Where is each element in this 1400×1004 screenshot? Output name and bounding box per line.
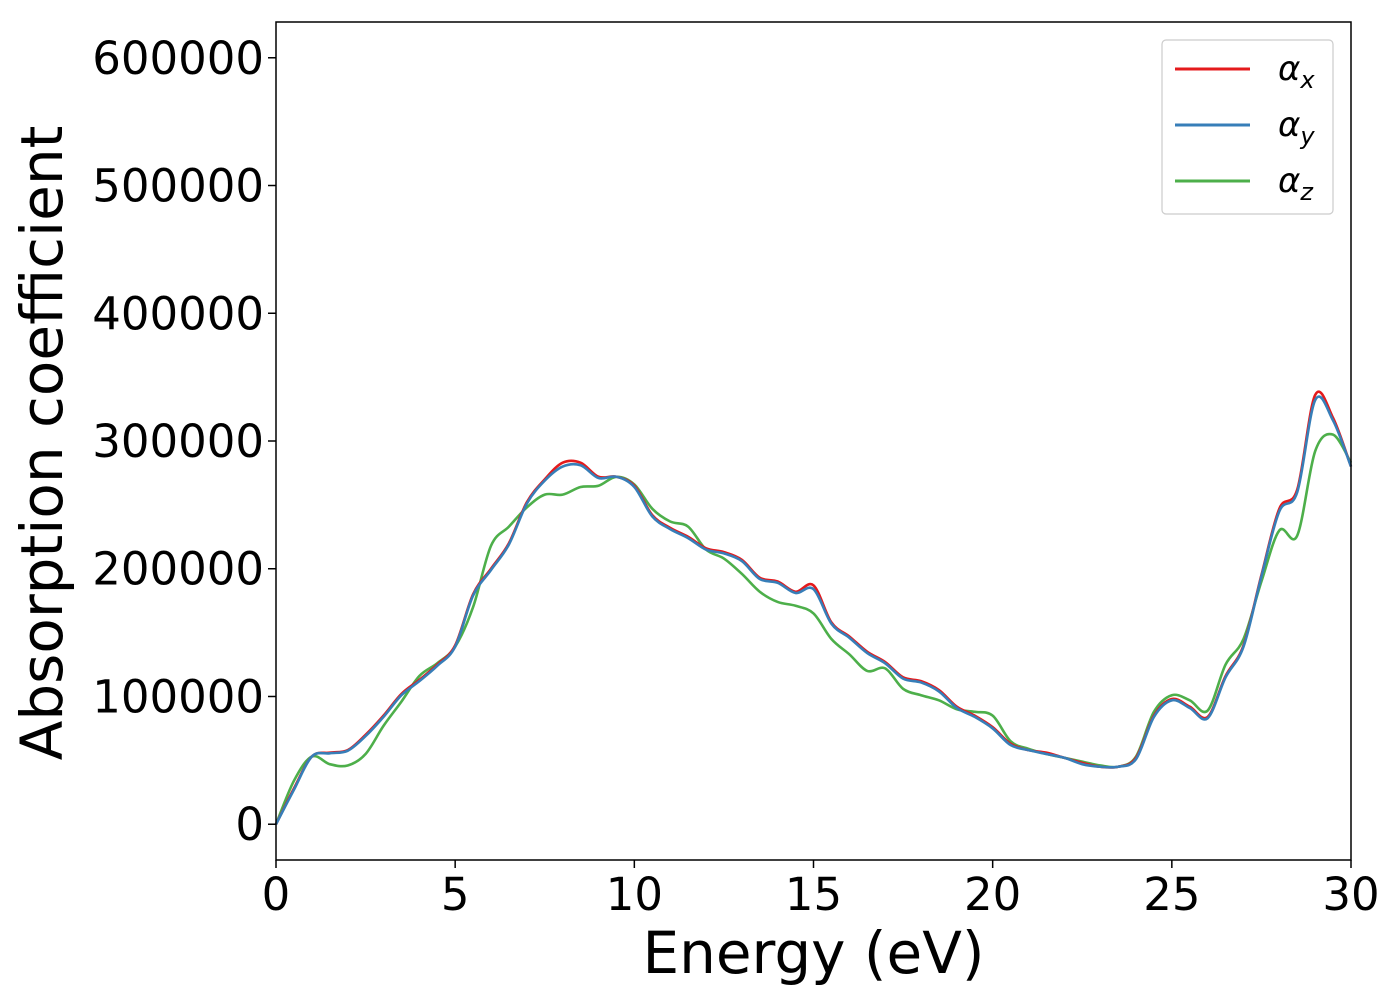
y-axis-title: Absorption coefficient	[8, 126, 76, 761]
series-line-x	[274, 390, 1353, 825]
y-tick-label: 400000	[92, 287, 264, 340]
y-tick-label: 600000	[92, 32, 264, 85]
y-tick-label: 300000	[92, 415, 264, 468]
series-layer	[274, 390, 1353, 825]
y-tick-label: 200000	[92, 543, 264, 596]
ticks-layer: 0 5 10 15 20 25 30 0 100000 200000 300000 400000 500…	[92, 32, 1379, 921]
x-tick-label: 20	[964, 868, 1021, 921]
legend-box	[1161, 39, 1334, 215]
x-tick-label: 30	[1322, 868, 1379, 921]
legend: αx αy αz	[1161, 39, 1334, 215]
y-tick-label: 500000	[92, 160, 264, 213]
series-line-z	[274, 432, 1353, 825]
x-tick-label: 15	[785, 868, 842, 921]
x-tick-label: 10	[606, 868, 663, 921]
x-axis-title: Energy (eV)	[642, 919, 984, 987]
legend-label-y: αy	[1278, 105, 1315, 150]
y-tick-label: 100000	[92, 670, 264, 723]
series-line-y	[274, 395, 1353, 825]
y-tick-label: 0	[235, 798, 264, 851]
x-tick-label: 0	[262, 868, 291, 921]
x-tick-label: 25	[1143, 868, 1200, 921]
x-tick-label: 5	[441, 868, 470, 921]
legend-label-x: αx	[1278, 49, 1315, 94]
legend-label-z: αz	[1278, 161, 1314, 206]
